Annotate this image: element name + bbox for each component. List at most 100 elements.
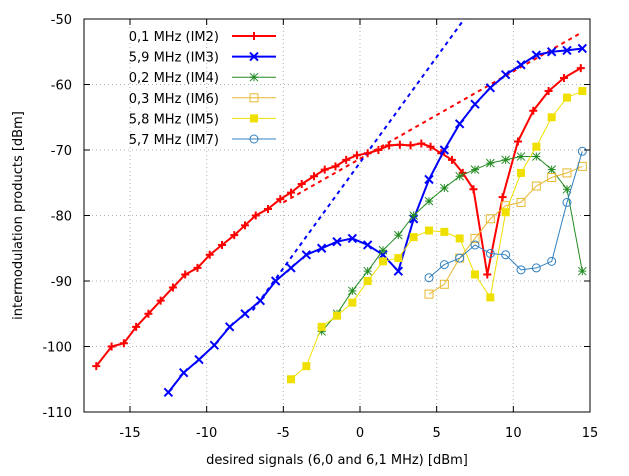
y-tick-label: -70 <box>51 144 72 159</box>
data-point <box>454 119 465 129</box>
legend-label: 0,2 MHz (IM4) <box>129 71 219 86</box>
data-point <box>92 362 101 371</box>
data-point <box>218 240 226 249</box>
data-point <box>286 263 296 273</box>
data-point <box>516 197 526 207</box>
series-line <box>167 47 583 394</box>
data-point <box>577 43 588 54</box>
data-point <box>230 231 239 240</box>
series-line <box>428 151 583 279</box>
data-point <box>448 155 456 164</box>
data-point <box>544 87 553 96</box>
data-point <box>424 196 434 206</box>
legend: 0,1 MHz (IM2) 5,9 MHz (IM3) 0,2 MHz (IM4) 0… <box>129 30 276 148</box>
data-point <box>287 188 295 197</box>
data-point <box>531 152 541 161</box>
data-point <box>409 233 418 242</box>
data-point <box>498 193 507 202</box>
data-point <box>249 134 259 144</box>
y-tick-label: -90 <box>51 275 72 290</box>
data-point <box>241 221 249 230</box>
data-point <box>144 309 153 318</box>
y-tick-label: -80 <box>51 210 72 225</box>
data-point <box>547 173 557 183</box>
data-point <box>513 137 522 146</box>
series <box>92 64 585 371</box>
x-tick-label: -5 <box>277 426 290 441</box>
data-point <box>156 296 165 305</box>
legend-item: 5,8 MHz (IM5) <box>129 112 276 127</box>
data-point <box>224 322 235 332</box>
data-point <box>517 168 525 177</box>
data-point <box>310 172 318 181</box>
x-axis-label: desired signals (6,0 and 6,1 MHz) [dBm] <box>206 453 468 468</box>
asymptotes <box>251 18 583 312</box>
x-tick-label: -10 <box>196 426 217 441</box>
data-point <box>249 51 259 62</box>
x-tick-label: 5 <box>433 426 441 441</box>
data-point <box>320 165 329 174</box>
series <box>317 152 587 336</box>
data-point <box>393 230 403 240</box>
y-tick-label: -50 <box>51 13 72 28</box>
data-point <box>439 279 449 289</box>
legend-label: 0,1 MHz (IM2) <box>129 30 219 45</box>
data-point <box>347 286 357 296</box>
asymptote-line <box>251 18 466 312</box>
data-point <box>469 185 478 194</box>
data-point <box>374 146 383 154</box>
legend-item: 5,9 MHz (IM3) <box>129 51 276 66</box>
series-line <box>428 165 583 295</box>
data-point <box>424 174 434 185</box>
x-tick-label: -15 <box>119 426 140 441</box>
series <box>163 43 588 398</box>
data-point <box>385 141 394 150</box>
data-point <box>406 141 415 150</box>
data-point <box>501 155 511 165</box>
data-point <box>563 93 571 102</box>
data-point <box>250 32 258 40</box>
data-point <box>531 50 542 60</box>
data-point <box>163 387 174 398</box>
data-point <box>546 47 557 57</box>
x-tick-label: 0 <box>356 426 364 441</box>
y-tick-label: -60 <box>51 79 72 94</box>
data-point <box>470 240 480 250</box>
y-axis-label: intermodulation products [dBm] <box>11 111 26 320</box>
data-point <box>562 45 572 56</box>
data-point <box>317 322 326 331</box>
data-point <box>251 211 260 220</box>
series-lines <box>92 43 588 398</box>
data-point <box>532 142 541 151</box>
data-point <box>439 183 449 193</box>
data-point <box>501 250 511 260</box>
data-point <box>178 367 189 378</box>
data-point <box>347 233 358 244</box>
data-point <box>576 64 585 73</box>
asymptote-line <box>282 31 583 204</box>
series <box>424 146 587 283</box>
data-point <box>378 245 388 255</box>
data-point <box>249 93 259 103</box>
data-point <box>255 295 266 306</box>
data-point <box>439 260 449 270</box>
data-point <box>249 72 259 82</box>
data-point <box>240 309 250 319</box>
data-point <box>287 375 295 384</box>
data-point <box>424 289 434 299</box>
data-point <box>547 113 556 122</box>
data-point <box>531 181 541 191</box>
data-point <box>362 240 373 250</box>
data-point <box>562 197 572 207</box>
data-point <box>485 83 496 93</box>
data-point <box>181 270 190 279</box>
data-point <box>440 227 449 236</box>
x-tick-label: 10 <box>505 426 522 441</box>
data-point <box>455 171 465 181</box>
data-point <box>516 152 526 161</box>
data-point <box>425 226 433 235</box>
data-point <box>578 87 587 96</box>
legend-label: 5,9 MHz (IM3) <box>129 51 219 66</box>
data-point <box>331 162 340 171</box>
